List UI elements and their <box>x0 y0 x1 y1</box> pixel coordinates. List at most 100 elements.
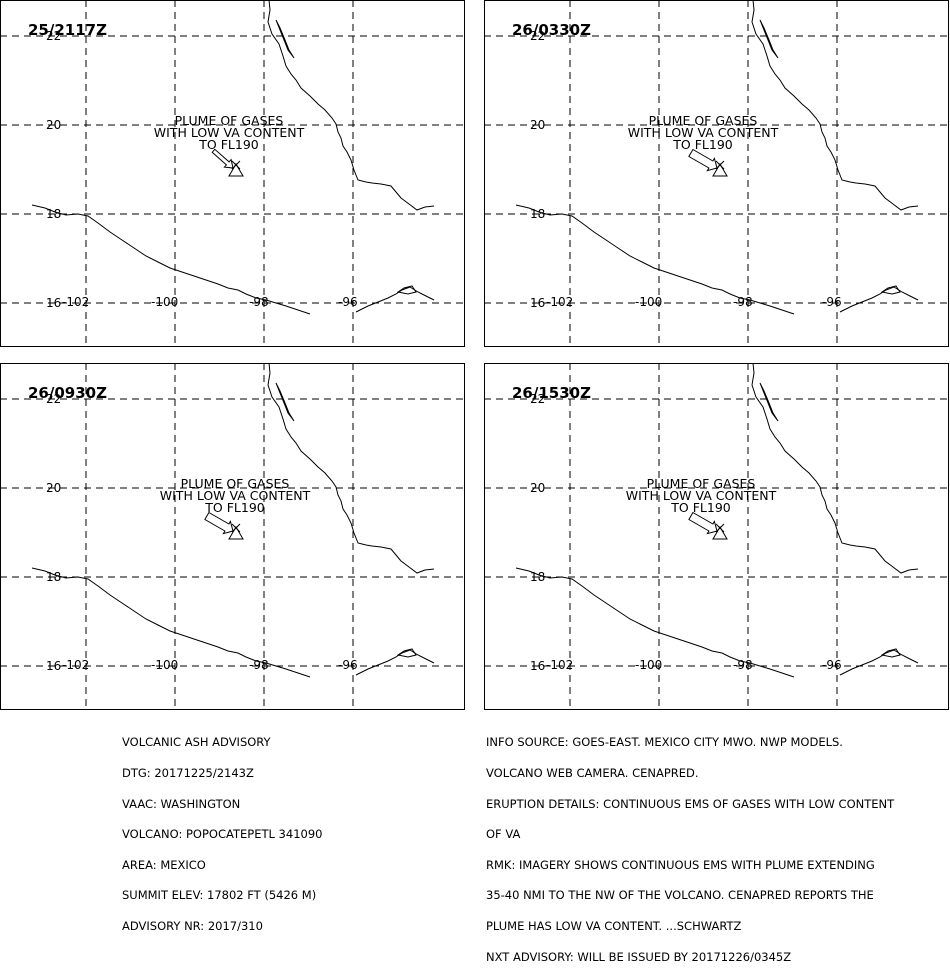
annotation-line-2: WITH LOW VA CONTENT <box>628 125 779 140</box>
lat-label-16: 16 <box>46 296 61 310</box>
lon-labels: -102 -100 -98 -96 <box>546 658 842 672</box>
lon-label-102: -102 <box>62 295 89 309</box>
advisory-line: OF VA <box>486 827 521 842</box>
advisory-line: ERUPTION DETAILS: CONTINUOUS EMS OF GASE… <box>486 796 895 811</box>
plume-arrow-shape <box>688 511 718 535</box>
coastline <box>31 0 435 315</box>
plume-annotation: PLUME OF GASES WITH LOW VA CONTENT TO FL… <box>160 476 311 515</box>
map-panel-2: 22 20 18 16 -102 -100 -98 -96 26/0330Z P… <box>484 0 949 347</box>
advisory-info-right: INFO SOURCE: GOES-EAST. MEXICO CITY MWO.… <box>486 717 894 972</box>
advisory-line: VOLCANO: POPOCATEPETL 341090 <box>122 827 323 842</box>
lon-label-102: -102 <box>546 295 573 309</box>
lat-label-22: 22 <box>46 29 61 43</box>
advisory-line: INFO SOURCE: GOES-EAST. MEXICO CITY MWO.… <box>486 735 843 750</box>
lon-label-102: -102 <box>546 658 573 672</box>
panel-time-title: 25/2117Z <box>28 21 107 39</box>
plume-arrow-icon <box>204 511 234 535</box>
lat-label-22: 22 <box>530 392 545 406</box>
plume-annotation: PLUME OF GASES WITH LOW VA CONTENT TO FL… <box>626 476 777 515</box>
lat-label-16: 16 <box>530 296 545 310</box>
advisory-line: VOLCANO WEB CAMERA. CENAPRED. <box>486 766 699 780</box>
lon-label-102: -102 <box>62 658 89 672</box>
lat-labels: 22 20 18 16 <box>530 392 545 673</box>
volcano-triangle-icon <box>228 523 244 540</box>
advisory-line: SUMMIT ELEV: 17802 FT (5426 M) <box>122 888 317 903</box>
lat-label-22: 22 <box>46 392 61 406</box>
advisory-line: DTG: 20171225/2143Z <box>122 766 254 780</box>
plume-arrow-shape <box>688 148 718 172</box>
coastline <box>31 363 435 678</box>
map-svg: 22 20 18 16 -102 -100 -98 -96 26/1530Z P… <box>484 363 949 710</box>
plume-arrow-icon <box>688 148 718 172</box>
advisory-line: RMK: IMAGERY SHOWS CONTINUOUS EMS WITH P… <box>486 857 875 872</box>
annotation-line-1: PLUME OF GASES <box>649 113 758 128</box>
lon-label-100: -100 <box>635 658 662 672</box>
advisory-line: NXT ADVISORY: WILL BE ISSUED BY 20171226… <box>486 949 792 964</box>
annotation-line-3: TO FL190 <box>672 137 733 152</box>
plume-arrow-shape <box>211 148 234 169</box>
plume-annotation: PLUME OF GASES WITH LOW VA CONTENT TO FL… <box>628 113 779 152</box>
lon-label-100: -100 <box>635 295 662 309</box>
lon-labels: -102 -100 -98 -96 <box>62 295 358 309</box>
map-svg: 22 20 18 16 -102 -100 -98 -96 26/0930Z P… <box>0 363 465 710</box>
lat-lon-grid <box>0 363 465 710</box>
map-panel-3: 22 20 18 16 -102 -100 -98 -96 26/0930Z P… <box>0 363 465 710</box>
lon-label-98: -98 <box>733 295 753 309</box>
lat-labels: 22 20 18 16 <box>46 392 61 673</box>
annotation-line-1: PLUME OF GASES <box>175 113 284 128</box>
plume-arrow-shape <box>204 511 234 535</box>
annotation-line-3: TO FL190 <box>204 500 265 515</box>
lat-lon-grid <box>484 363 949 710</box>
lat-label-20: 20 <box>530 118 545 132</box>
annotation-line-3: TO FL190 <box>198 137 259 152</box>
volcano-triangle-icon <box>712 523 728 540</box>
panel-time-title: 26/0930Z <box>28 384 107 402</box>
lon-label-100: -100 <box>151 295 178 309</box>
annotation-line-1: PLUME OF GASES <box>181 476 290 491</box>
lat-labels: 22 20 18 16 <box>530 29 545 310</box>
lat-label-20: 20 <box>46 118 61 132</box>
map-svg: 22 20 18 16 -102 -100 -98 -96 26/0330Z P… <box>484 0 949 347</box>
lat-label-18: 18 <box>46 570 61 584</box>
advisory-line: PLUME HAS LOW VA CONTENT. ...SCHWARTZ <box>486 918 742 933</box>
lat-labels: 22 20 18 16 <box>46 29 61 310</box>
lon-labels: -102 -100 -98 -96 <box>546 295 842 309</box>
plume-arrow-icon <box>211 148 234 169</box>
plume-arrow-icon <box>688 511 718 535</box>
lat-label-16: 16 <box>530 659 545 673</box>
lat-label-18: 18 <box>46 207 61 221</box>
map-panel-4: 22 20 18 16 -102 -100 -98 -96 26/1530Z P… <box>484 363 949 710</box>
map-panel-1: 22 20 18 16 -102 -100 -98 -96 25/2117Z P… <box>0 0 465 347</box>
lon-labels: -102 -100 -98 -96 <box>62 658 358 672</box>
lat-label-18: 18 <box>530 207 545 221</box>
advisory-line: 35-40 NMI TO THE NW OF THE VOLCANO. CENA… <box>486 888 874 903</box>
annotation-line-2: WITH LOW VA CONTENT <box>160 488 311 503</box>
lat-label-20: 20 <box>530 481 545 495</box>
lat-label-20: 20 <box>46 481 61 495</box>
panel-time-title: 26/0330Z <box>512 21 591 39</box>
advisory-info-left: VOLCANIC ASH ADVISORY DTG: 20171225/2143… <box>122 717 322 941</box>
lon-label-96: -96 <box>338 658 358 672</box>
lon-label-98: -98 <box>733 658 753 672</box>
panel-time-title: 26/1530Z <box>512 384 591 402</box>
advisory-line: VOLCANIC ASH ADVISORY <box>122 735 271 750</box>
map-svg: 22 20 18 16 -102 -100 -98 -96 25/2117Z P… <box>0 0 465 347</box>
annotation-line-1: PLUME OF GASES <box>647 476 756 491</box>
lon-label-96: -96 <box>822 658 842 672</box>
advisory-line: ADVISORY NR: 2017/310 <box>122 918 263 933</box>
annotation-line-3: TO FL190 <box>670 500 731 515</box>
lat-label-22: 22 <box>530 29 545 43</box>
lon-label-96: -96 <box>338 295 358 309</box>
lat-label-18: 18 <box>530 570 545 584</box>
annotation-line-2: WITH LOW VA CONTENT <box>154 125 305 140</box>
plume-annotation: PLUME OF GASES WITH LOW VA CONTENT TO FL… <box>154 113 305 152</box>
volcano-triangle-icon <box>712 160 728 177</box>
advisory-line: AREA: MEXICO <box>122 857 206 872</box>
lat-label-16: 16 <box>46 659 61 673</box>
lon-label-96: -96 <box>822 295 842 309</box>
lon-label-100: -100 <box>151 658 178 672</box>
coastline <box>515 0 919 315</box>
lon-label-98: -98 <box>249 295 269 309</box>
volcano-triangle-icon <box>228 160 244 177</box>
coastline <box>515 363 919 678</box>
